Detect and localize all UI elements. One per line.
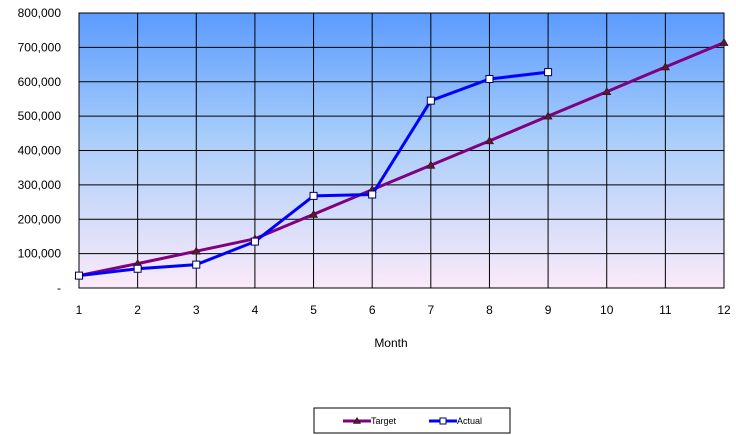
y-tick-label-8: 800,000 bbox=[18, 6, 62, 20]
x-tick-label-3: 4 bbox=[252, 303, 259, 317]
y-tick-label-5: 500,000 bbox=[18, 109, 62, 123]
data-point-actual-8 bbox=[485, 75, 494, 83]
y-axis-tick-labels: - 100,000 200,000 300,000 400,000 500,000 600,… bbox=[18, 6, 62, 295]
data-point-actual-9 bbox=[544, 68, 553, 77]
x-tick-label-2: 3 bbox=[193, 303, 200, 317]
data-point-target-11 bbox=[660, 62, 670, 71]
data-point-actual-4 bbox=[250, 237, 259, 246]
series-line-target bbox=[77, 41, 726, 278]
x-tick-label-6: 7 bbox=[427, 303, 434, 317]
y-tick-label-1: 100,000 bbox=[18, 247, 62, 261]
data-point-target-9 bbox=[543, 111, 553, 120]
data-point-actual-5 bbox=[309, 191, 318, 200]
x-tick-label-9: 10 bbox=[600, 303, 614, 317]
data-point-target-8 bbox=[484, 136, 494, 145]
legend-marker-actual bbox=[439, 417, 447, 425]
y-tick-label-3: 300,000 bbox=[18, 178, 62, 192]
legend-label-actual: Actual bbox=[457, 416, 482, 426]
x-tick-label-1: 2 bbox=[134, 303, 141, 317]
x-axis-tick-labels: 1 2 3 4 5 6 7 8 9 10 11 12 bbox=[76, 303, 731, 317]
x-tick-label-10: 11 bbox=[659, 303, 672, 317]
x-tick-label-11: 12 bbox=[717, 303, 731, 317]
x-tick-label-5: 6 bbox=[369, 303, 376, 317]
x-tick-label-7: 8 bbox=[486, 303, 493, 317]
data-point-target-3 bbox=[191, 246, 201, 255]
x-tick-label-0: 1 bbox=[76, 303, 83, 317]
y-tick-label-0: - bbox=[57, 281, 61, 295]
series-layer bbox=[74, 37, 729, 280]
y-tick-label-6: 600,000 bbox=[18, 75, 62, 89]
data-point-target-10 bbox=[602, 87, 612, 96]
legend-label-target: Target bbox=[371, 416, 397, 426]
y-tick-label-4: 400,000 bbox=[18, 144, 62, 158]
y-tick-label-7: 700,000 bbox=[18, 40, 62, 54]
x-tick-label-4: 5 bbox=[310, 303, 317, 317]
data-point-target-7 bbox=[426, 160, 436, 169]
data-point-actual-6 bbox=[368, 190, 377, 199]
legend-marker-target bbox=[352, 416, 362, 424]
data-point-actual-1 bbox=[75, 271, 83, 280]
legend: Target Actual bbox=[313, 407, 511, 434]
x-tick-label-8: 9 bbox=[545, 303, 552, 317]
x-axis-title: Month bbox=[374, 336, 407, 350]
data-point-target-12 bbox=[719, 37, 729, 46]
data-point-actual-7 bbox=[426, 96, 435, 105]
data-point-actual-3 bbox=[192, 260, 201, 269]
data-point-target-5 bbox=[309, 209, 319, 218]
data-point-actual-2 bbox=[133, 264, 142, 273]
plot-area-border bbox=[78, 12, 725, 289]
y-tick-label-2: 200,000 bbox=[18, 212, 62, 226]
